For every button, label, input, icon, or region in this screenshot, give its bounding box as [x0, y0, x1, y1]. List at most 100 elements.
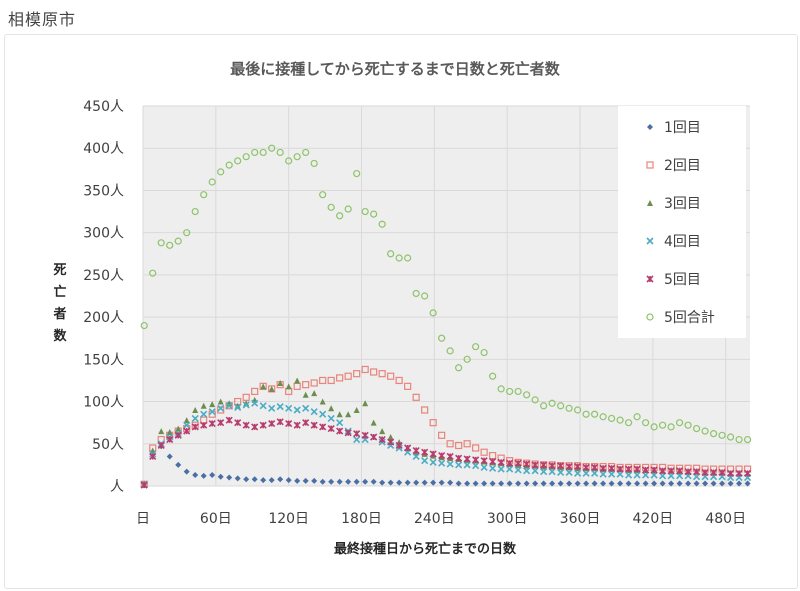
y-tick-label: 人 [110, 479, 124, 495]
data-point [294, 477, 301, 484]
data-point [548, 468, 556, 476]
data-point [310, 379, 318, 387]
data-point [727, 480, 734, 487]
data-point [421, 457, 429, 465]
data-point [446, 452, 454, 461]
data-point [260, 477, 267, 484]
data-point [523, 467, 531, 475]
data-point [421, 448, 429, 456]
data-point [412, 393, 420, 401]
data-point [225, 416, 233, 424]
data-point [293, 153, 301, 161]
data-point [268, 385, 275, 392]
legend-marker [647, 124, 653, 130]
data-point [455, 454, 463, 462]
data-point [523, 460, 531, 468]
series-1 [141, 443, 751, 487]
data-point [183, 468, 190, 475]
series-6 [140, 144, 752, 444]
data-point [370, 368, 378, 376]
data-point [481, 480, 488, 487]
data-point [395, 254, 403, 262]
data-point [702, 480, 709, 487]
y-tick-label: 300人 [83, 226, 124, 242]
data-point [412, 446, 420, 455]
data-point [506, 387, 514, 396]
data-point [404, 444, 412, 452]
data-point [480, 448, 488, 456]
data-point [472, 462, 480, 470]
legend-marker [646, 161, 654, 169]
data-point [293, 421, 301, 429]
data-point [200, 402, 207, 409]
data-point [540, 468, 548, 476]
data-point [591, 480, 598, 487]
data-point [574, 480, 581, 487]
data-point [174, 431, 182, 439]
data-point [497, 385, 505, 393]
data-point [480, 348, 488, 357]
data-point [310, 408, 318, 416]
data-point [353, 370, 361, 378]
data-point [489, 457, 497, 466]
data-point [429, 450, 437, 458]
data-point [310, 421, 318, 429]
data-point [344, 429, 352, 437]
data-point [625, 465, 633, 473]
data-point [311, 477, 318, 484]
legend-marker [646, 313, 654, 321]
data-point [192, 407, 199, 413]
data-point [548, 399, 556, 407]
data-point [259, 148, 267, 157]
data-point [642, 466, 650, 474]
data-point [701, 427, 709, 435]
data-point [617, 480, 624, 487]
data-point [361, 207, 369, 216]
data-point [446, 460, 454, 468]
data-point [345, 478, 352, 485]
data-point [302, 404, 310, 412]
data-point [242, 421, 250, 429]
data-point [319, 398, 326, 405]
y-tick-label: 100人 [83, 395, 124, 411]
data-point [718, 468, 726, 477]
data-point [362, 400, 369, 407]
data-point [336, 478, 343, 485]
data-point [226, 474, 233, 481]
data-point [608, 480, 615, 487]
data-point [591, 410, 599, 418]
data-point [438, 431, 446, 439]
data-point [667, 467, 675, 475]
data-point [497, 465, 505, 473]
data-point [582, 410, 590, 418]
data-point [353, 430, 361, 438]
data-point [327, 425, 335, 433]
data-point [624, 419, 633, 427]
data-point [608, 464, 616, 472]
data-point [395, 376, 403, 385]
data-point [243, 476, 250, 483]
data-point [268, 477, 275, 484]
data-point [540, 461, 548, 469]
data-point [285, 419, 293, 428]
data-point [472, 343, 480, 351]
data-point [217, 398, 224, 405]
data-point [353, 435, 361, 444]
data-point [565, 463, 573, 471]
data-point [225, 161, 233, 169]
x-tick-label: 240日 [414, 511, 455, 527]
data-point [446, 347, 454, 355]
data-point [709, 430, 718, 438]
data-point [319, 376, 327, 385]
data-point [302, 419, 310, 427]
data-point [438, 459, 446, 467]
data-point [514, 459, 522, 467]
data-point [574, 406, 582, 414]
data-point [370, 478, 377, 485]
data-point [489, 480, 496, 487]
data-point [149, 452, 157, 461]
data-point [633, 465, 641, 473]
data-point [378, 220, 386, 228]
legend-marker [646, 237, 654, 245]
data-point [463, 455, 471, 463]
